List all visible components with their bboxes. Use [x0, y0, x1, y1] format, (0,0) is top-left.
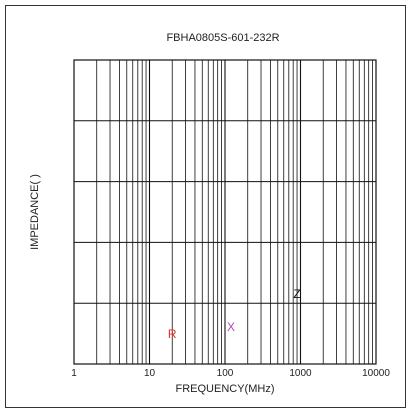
- x-tick-label: 10000: [362, 368, 390, 379]
- x-axis-label: FREQUENCY(MHz): [176, 383, 275, 395]
- grid: [74, 60, 376, 364]
- annotations: R X Z: [168, 287, 301, 341]
- x-tick-label: 100: [217, 368, 234, 379]
- x-tick-labels: 1 10 100 1000 10000: [71, 368, 390, 379]
- y-axis-label: IMPEDANCE( ): [29, 174, 41, 250]
- annotation-r: R: [168, 327, 177, 341]
- x-tick-label: 1: [71, 368, 77, 379]
- chart-frame: [5, 5, 406, 408]
- annotation-z: Z: [293, 287, 300, 301]
- plot-border: [73, 59, 377, 365]
- x-tick-label: 10: [144, 368, 156, 379]
- annotation-x: X: [227, 320, 235, 334]
- x-tick-label: 1000: [289, 368, 312, 379]
- chart-title: FBHA0805S-601-232R: [166, 32, 279, 44]
